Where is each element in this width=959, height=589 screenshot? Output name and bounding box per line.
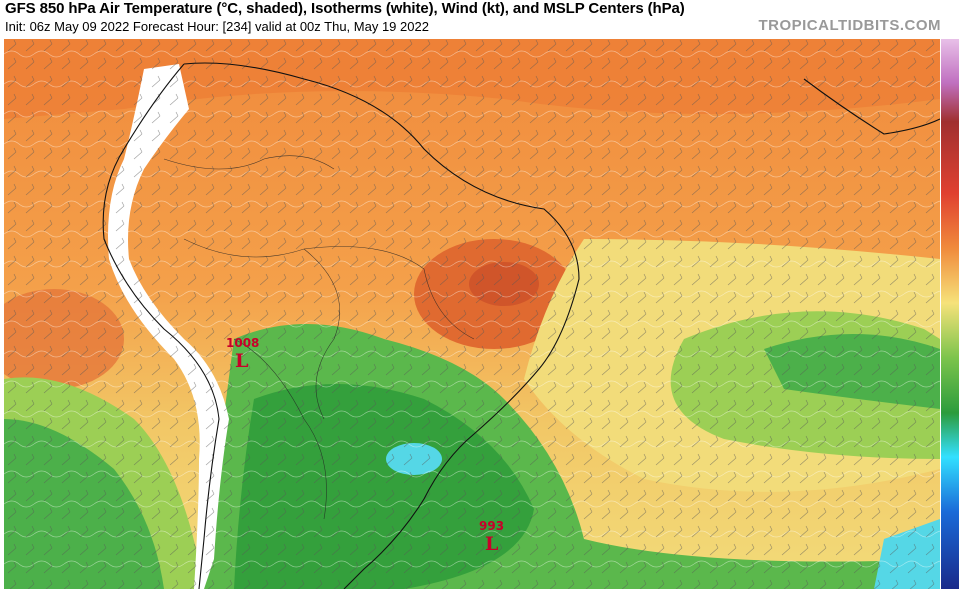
pressure-center-value-1: 1008	[226, 336, 260, 350]
weather-map: 1008 L 993 L	[4, 39, 940, 589]
map-subtitle: Init: 06z May 09 2022 Forecast Hour: [23…	[5, 19, 429, 34]
low-pressure-letter-2: L	[485, 533, 499, 555]
map-title: GFS 850 hPa Air Temperature (°C, shaded)…	[5, 0, 685, 17]
pressure-center-value-2: 993	[479, 519, 505, 533]
temperature-field	[4, 39, 940, 589]
brand-watermark: TROPICALTIDBITS.COM	[758, 17, 941, 34]
temperature-colorbar	[941, 39, 959, 589]
wind-barbs	[4, 39, 940, 589]
country-borders	[163, 155, 475, 520]
coastlines	[102, 62, 940, 589]
low-pressure-letter-1: L	[235, 350, 249, 372]
